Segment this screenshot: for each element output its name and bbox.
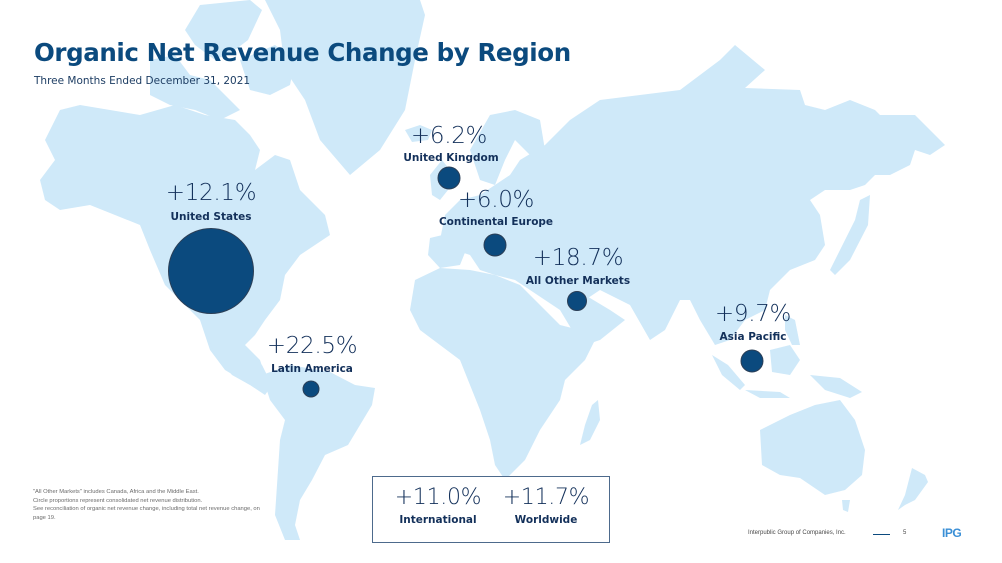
land-new-guinea (810, 375, 862, 398)
land-scandinavia (470, 110, 545, 185)
land-tasmania (842, 500, 850, 512)
summary-international: +11.0% International (383, 485, 493, 526)
region-change-asia-pacific: +9.7% (714, 301, 792, 327)
region-bubble-all-other-markets (567, 291, 587, 311)
region-bubble-united-states (168, 228, 254, 314)
continents (40, 0, 945, 540)
region-label-united-states: United States (170, 211, 252, 223)
land-greenland (265, 0, 425, 175)
land-madagascar (580, 400, 600, 445)
footnote-line: "All Other Markets" includes Canada, Afr… (33, 489, 199, 495)
region-change-continental-europe: +6.0% (457, 187, 535, 213)
region-bubble-united-kingdom (437, 166, 461, 190)
land-iceland (405, 125, 432, 142)
footer-divider (873, 534, 890, 535)
region-change-all-other-markets: +18.7% (532, 245, 624, 271)
region-change-united-states: +12.1% (165, 180, 257, 206)
land-eurasia (440, 45, 945, 345)
summary-worldwide-value: +11.7% (502, 485, 590, 510)
land-japan (830, 195, 870, 275)
footnote: "All Other Markets" includes Canada, Afr… (33, 488, 273, 522)
summary-box: +11.0% International +11.7% Worldwide (372, 476, 610, 543)
land-arctic-islands (150, 55, 240, 120)
footnote-line: Circle proportions represent consolidate… (33, 497, 203, 504)
land-australia (760, 400, 865, 495)
land-arctic-islands (240, 45, 295, 95)
land-arctic-islands (185, 0, 262, 60)
region-label-continental-europe: Continental Europe (438, 216, 554, 228)
page-number: 5 (903, 530, 907, 536)
land-sumatra (712, 355, 745, 390)
land-new-zealand (898, 468, 928, 510)
page-title: Organic Net Revenue Change by Region (34, 38, 571, 67)
region-bubble-latin-america (302, 380, 320, 398)
summary-international-value: +11.0% (394, 485, 482, 510)
land-central-america (205, 330, 272, 395)
page-subtitle: Three Months Ended December 31, 2021 (34, 75, 251, 87)
region-label-united-kingdom: United Kingdom (403, 152, 499, 164)
land-south-america (262, 365, 375, 540)
region-change-latin-america: +22.5% (266, 333, 358, 359)
region-bubble-asia-pacific (740, 349, 764, 373)
region-change-united-kingdom: +6.2% (410, 123, 488, 149)
ipg-logo: IPG (942, 526, 962, 540)
region-bubble-continental-europe (483, 233, 507, 257)
land-borneo (770, 345, 800, 375)
summary-worldwide-label: Worldwide (514, 514, 578, 526)
region-label-asia-pacific: Asia Pacific (719, 331, 787, 343)
summary-international-label: International (399, 514, 477, 526)
footnote-line: See reconciliation of organic net revenu… (33, 506, 260, 521)
footer-company: Interpublic Group of Companies, Inc. (748, 530, 846, 536)
land-java (745, 390, 790, 398)
summary-worldwide: +11.7% Worldwide (491, 485, 601, 526)
region-label-latin-america: Latin America (271, 363, 353, 375)
region-label-all-other-markets: All Other Markets (525, 275, 631, 287)
land-africa (410, 268, 600, 480)
land-philippines (785, 315, 800, 345)
land-iberia (428, 232, 468, 268)
